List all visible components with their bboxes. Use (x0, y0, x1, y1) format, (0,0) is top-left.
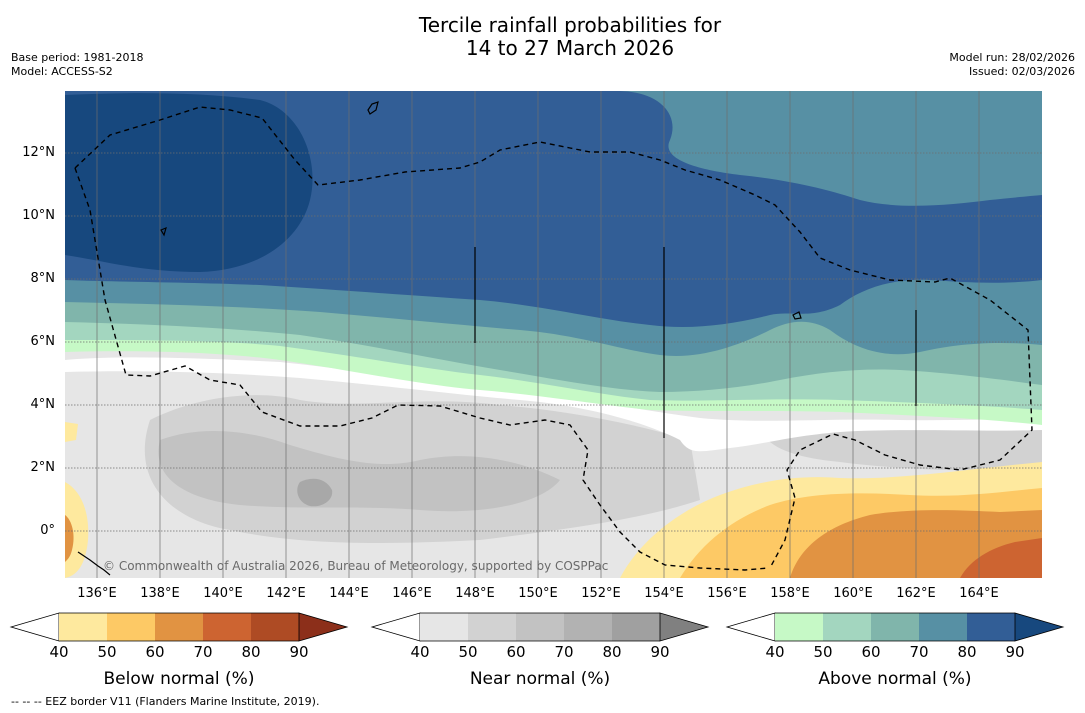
map-title: Tercile rainfall probabilities for 14 to… (0, 14, 1085, 60)
colorbar-below (9, 612, 349, 642)
lat-label-12n: 12°N (22, 145, 55, 160)
island-east (792, 311, 802, 320)
colorbar-near-seg-4 (564, 613, 612, 641)
colorbar-below-over (298, 612, 349, 642)
probability-field (65, 91, 1042, 578)
lat-label-10n: 10°N (22, 208, 55, 223)
below-normal-left-upper (65, 422, 78, 442)
near-tick-70: 70 (554, 643, 574, 661)
colorbar-below-seg-4 (203, 613, 251, 641)
below-normal-left-strip (65, 482, 89, 578)
colorbar-above (725, 612, 1065, 642)
below-tick-80: 80 (241, 643, 261, 661)
lat-label-8n: 8°N (30, 271, 56, 286)
title-line-2: 14 to 27 March 2026 (465, 36, 675, 60)
run-info: Model run: 28/02/2026 Issued: 02/03/2026 (949, 51, 1075, 79)
lon-label-142e: 142°E (266, 586, 306, 601)
colorbar-below-seg-3 (155, 613, 203, 641)
below-tick-50: 50 (97, 643, 117, 661)
near-tick-50: 50 (458, 643, 478, 661)
above-tick-50: 50 (813, 643, 833, 661)
title-line-1: Tercile rainfall probabilities for (418, 13, 722, 37)
colorbar-above-seg-3 (871, 613, 919, 641)
colorbar-above-seg-1 (775, 613, 823, 641)
colorbar-above-seg-4 (919, 613, 967, 641)
copyright-notice: © Commonwealth of Australia 2026, Bureau… (103, 559, 609, 573)
above-normal-80-band (65, 91, 1042, 327)
below-tick-90: 90 (289, 643, 309, 661)
lon-label-158e: 158°E (770, 586, 810, 601)
above-tick-70: 70 (909, 643, 929, 661)
near-tick-90: 90 (650, 643, 670, 661)
near-normal-60-band (158, 430, 560, 512)
colorbar-near-seg-1 (420, 613, 468, 641)
lon-label-156e: 156°E (707, 586, 747, 601)
lat-label-2n: 2°N (30, 460, 56, 475)
lat-label-4n: 4°N (30, 397, 56, 412)
below-tick-40: 40 (49, 643, 69, 661)
lon-label-150e: 150°E (518, 586, 558, 601)
colorbar-above-under (725, 612, 776, 642)
colorbar-below-seg-5 (251, 613, 299, 641)
colorbar-near-under (370, 612, 421, 642)
model-run: Model run: 28/02/2026 (949, 51, 1075, 64)
lat-label-0: 0° (40, 523, 55, 538)
colorbar-near-seg-5 (612, 613, 660, 641)
lon-label-138e: 138°E (140, 586, 180, 601)
model-name: Model: ACCESS-S2 (11, 65, 113, 78)
near-normal-right-patch (760, 424, 1042, 471)
above-normal-90-band (65, 93, 313, 272)
colorbar-near-seg-2 (468, 613, 516, 641)
colorbar-near-over (659, 612, 710, 642)
island-north (367, 101, 379, 115)
above-tick-90: 90 (1005, 643, 1025, 661)
issued-date: Issued: 02/03/2026 (968, 65, 1075, 78)
lon-label-160e: 160°E (833, 586, 873, 601)
colorbar-above-over (1014, 612, 1065, 642)
model-info: Base period: 1981-2018 Model: ACCESS-S2 (11, 51, 143, 79)
above-normal-label: Above normal (%) (818, 669, 972, 689)
lon-label-140e: 140°E (203, 586, 243, 601)
near-normal-label: Near normal (%) (469, 669, 611, 689)
above-tick-80: 80 (957, 643, 977, 661)
colorbar-below-seg-2 (107, 613, 155, 641)
lon-label-154e: 154°E (644, 586, 684, 601)
near-tick-60: 60 (506, 643, 526, 661)
near-tick-80: 80 (602, 643, 622, 661)
below-tick-60: 60 (145, 643, 165, 661)
base-period: Base period: 1981-2018 (11, 51, 144, 64)
eez-border-fsm-north (74, 106, 1033, 569)
colorbar-near (370, 612, 710, 642)
lon-label-152e: 152°E (581, 586, 621, 601)
lon-label-136e: 136°E (77, 586, 117, 601)
colorbar-above-seg-5 (967, 613, 1015, 641)
colorbar-near-seg-3 (516, 613, 564, 641)
eez-borders (74, 106, 1033, 571)
eez-border-palau-guam (74, 167, 769, 571)
below-normal-70-band (960, 538, 1042, 578)
lon-label-164e: 164°E (959, 586, 999, 601)
lon-label-148e: 148°E (455, 586, 495, 601)
island-south-west (77, 551, 111, 576)
below-normal-label: Below normal (%) (103, 669, 255, 689)
below-tick-70: 70 (193, 643, 213, 661)
lon-label-146e: 146°E (392, 586, 432, 601)
lat-label-6n: 6°N (30, 334, 56, 349)
islands (77, 101, 917, 576)
no-signal-gap (65, 357, 1042, 452)
colorbar-below-under (9, 612, 60, 642)
island-west (160, 226, 167, 237)
near-tick-40: 40 (410, 643, 430, 661)
below-normal-left-core (65, 515, 74, 562)
colorbar-below-seg-1 (59, 613, 107, 641)
colorbar-above-seg-2 (823, 613, 871, 641)
above-tick-60: 60 (861, 643, 881, 661)
above-tick-40: 40 (765, 643, 785, 661)
lon-label-162e: 162°E (896, 586, 936, 601)
eez-border-note: -- -- -- EEZ border V11 (Flanders Marine… (11, 695, 320, 708)
lon-label-144e: 144°E (329, 586, 369, 601)
near-normal-70-band (297, 478, 333, 507)
